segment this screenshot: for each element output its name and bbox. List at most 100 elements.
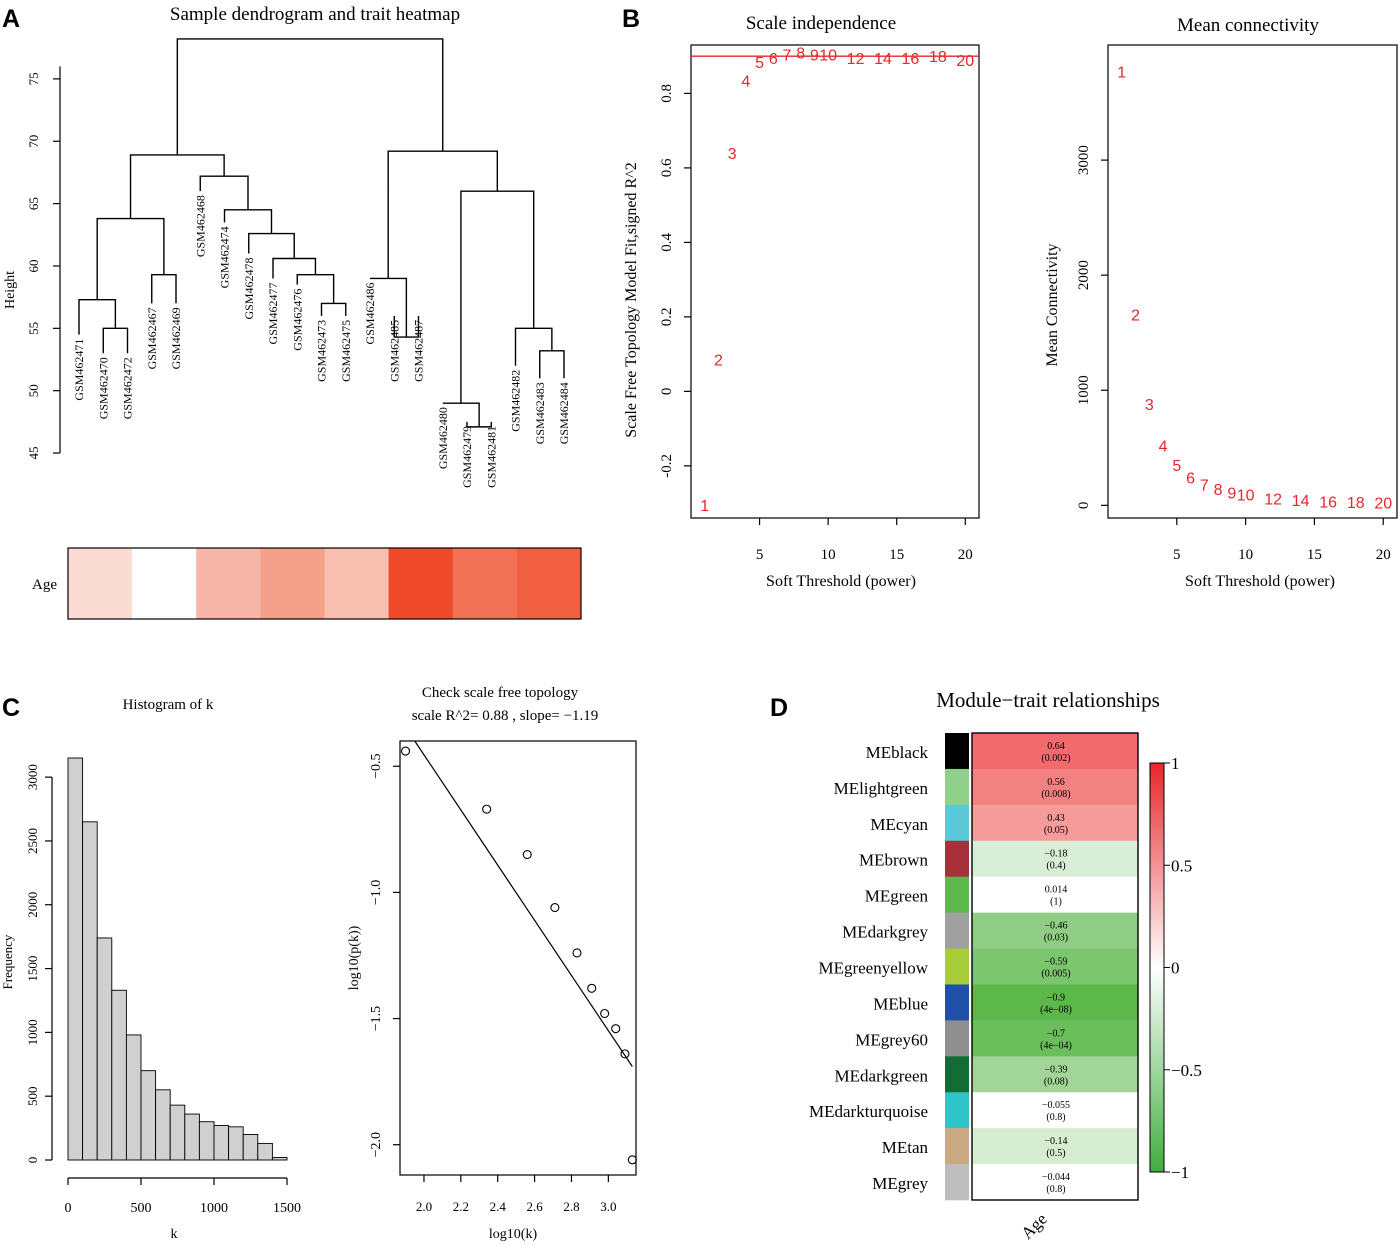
a-heat-cell: [260, 548, 325, 619]
d-p-value: (0.005): [1041, 969, 1070, 980]
c1-bar: [111, 989, 127, 1161]
b1-x-tick-label: 10: [821, 547, 836, 563]
c1-y-tick-label: 1500: [25, 956, 40, 982]
d-module-name: MEdarkgreen: [835, 1066, 929, 1085]
c2-data-point: [611, 1024, 621, 1034]
a-dendrogram-branch: [129, 154, 225, 219]
panel-c1-axes: 0 500 1000 1500 0 500 1000 1500 2000 2500 3000: [25, 764, 301, 1216]
a-leaf-label: GSM462487: [412, 320, 426, 382]
c1-y-tick-label: 1000: [25, 1019, 40, 1045]
d-module-name: MEdarkturquoise: [809, 1102, 928, 1121]
a-leaf-label: GSM462473: [315, 320, 329, 382]
panel-c2-xlabel: log10(k): [489, 1227, 538, 1242]
a-y-tick-label: 50: [26, 384, 41, 397]
a-heat-cell: [196, 548, 261, 619]
a-leaf-label: GSM462478: [242, 258, 256, 320]
d-module-swatch: [945, 1128, 969, 1165]
panel-d-title: Module−trait relationships: [936, 688, 1160, 712]
panel-c2-frame: [399, 740, 637, 1176]
b2-x-tick-label: 20: [1376, 547, 1391, 563]
d-module-swatch: [945, 948, 969, 985]
b1-x-tick-label: 15: [889, 547, 904, 563]
d-p-value: (0.008): [1041, 789, 1070, 800]
panel-b-scale-independence: Scale independence 5 10 15 20-0.200.20.40.6…: [623, 13, 980, 590]
d-correlation-value: −0.044: [1042, 1172, 1070, 1183]
c1-bar: [184, 1113, 200, 1161]
b1-y-tick-label: 0: [659, 388, 675, 396]
d-module-swatch: [945, 840, 969, 877]
a-leaf-label: GSM462471: [72, 339, 86, 401]
d-module-swatch: [945, 1164, 969, 1201]
d-heat-cell: [972, 1056, 1138, 1093]
d-correlation-value: 0.56: [1047, 777, 1065, 788]
d-colorbar-tick-label: 0.5: [1171, 856, 1192, 875]
a-dendrogram-branch: [460, 190, 535, 404]
a-leaf-label: GSM462475: [339, 320, 353, 382]
b1-x-tick-label: 20: [958, 547, 973, 563]
b2-y-tick-label: 0: [1076, 502, 1092, 510]
a-leaf-label: GSM462485: [387, 320, 401, 382]
d-heat-cell: [972, 840, 1138, 877]
panel-a-trait-heatmap: [67, 547, 582, 620]
panel-label-a: A: [2, 5, 20, 33]
b1-point-label: 20: [956, 53, 974, 70]
a-leaf-label: GSM462468: [193, 195, 207, 257]
a-leaf-label: GSM462474: [218, 226, 232, 288]
d-heat-cell: [972, 1092, 1138, 1129]
c2-fit-line: [414, 740, 633, 1067]
c2-x-tick-label: 2.6: [526, 1199, 543, 1214]
d-correlation-value: 0.014: [1045, 885, 1068, 896]
panel-a-leaf-labels: GSM462471 GSM462470 GSM462472 GSM462467 GSM4…: [72, 195, 571, 488]
d-correlation-value: −0.7: [1047, 1028, 1065, 1039]
d-correlation-value: 0.43: [1047, 813, 1065, 824]
d-module-swatch: [945, 733, 969, 770]
panel-c1-ylabel: Frequency: [0, 934, 15, 989]
a-dendrogram-branch: [176, 38, 444, 155]
a-leaf-label: GSM462470: [96, 357, 110, 419]
d-heat-cell: [972, 948, 1138, 985]
b1-point-label: 18: [929, 49, 947, 66]
panel-c2-plot: [400, 740, 637, 1165]
d-p-value: (0.8): [1046, 1184, 1065, 1195]
panel-b2-xlabel: Soft Threshold (power): [1185, 573, 1335, 590]
c1-bar: [125, 1034, 142, 1161]
b2-point-label: 9: [1227, 486, 1236, 503]
c1-bar: [228, 1126, 244, 1161]
a-y-tick-label: 45: [26, 447, 41, 460]
panel-label-b: B: [622, 5, 640, 33]
a-dendrogram-branch: [199, 175, 249, 210]
panel-d-colorbar-ticks: 1 0.5 0 −0.5 −1: [1164, 754, 1202, 1182]
a-heat-cell: [452, 548, 518, 619]
c1-bar: [271, 1156, 288, 1161]
c1-bar: [198, 1121, 215, 1161]
b2-point-label: 5: [1172, 458, 1181, 475]
d-colorbar-tick-label: 0: [1171, 959, 1180, 978]
c1-x-tick-label: 1500: [273, 1201, 301, 1216]
d-correlation-value: −0.055: [1042, 1100, 1070, 1111]
c1-bar: [140, 1070, 157, 1161]
d-p-value: (0.4): [1046, 861, 1065, 872]
d-module-name: MEdarkgrey: [842, 923, 928, 942]
d-correlation-value: −0.18: [1044, 849, 1067, 860]
b1-point-label: 9: [810, 47, 819, 64]
panel-a-trait-label: Age: [32, 577, 57, 593]
b1-point-label: 3: [728, 146, 737, 163]
d-colorbar-tick-label: −0.5: [1171, 1061, 1202, 1080]
panel-a-title: Sample dendrogram and trait heatmap: [170, 4, 460, 25]
d-module-name: MElightgreen: [834, 779, 929, 798]
panel-c1-xlabel: k: [171, 1227, 178, 1242]
a-y-tick-label: 65: [26, 197, 41, 210]
b1-point-label: 14: [874, 51, 892, 68]
a-leaf-label: GSM462484: [557, 382, 571, 444]
b2-point-label: 4: [1159, 438, 1168, 455]
d-correlation-value: −0.39: [1044, 1064, 1067, 1075]
b1-point-label: 5: [755, 55, 764, 72]
c1-y-tick-label: 500: [25, 1086, 40, 1106]
c1-bar: [213, 1125, 230, 1161]
c1-bar: [67, 757, 84, 1161]
d-heat-cell: [972, 1020, 1138, 1057]
c1-y-tick-label: 3000: [25, 764, 40, 790]
a-dendrogram-branch: [102, 327, 129, 354]
b1-point-label: 8: [796, 45, 805, 62]
d-heat-cell: [972, 912, 1138, 949]
